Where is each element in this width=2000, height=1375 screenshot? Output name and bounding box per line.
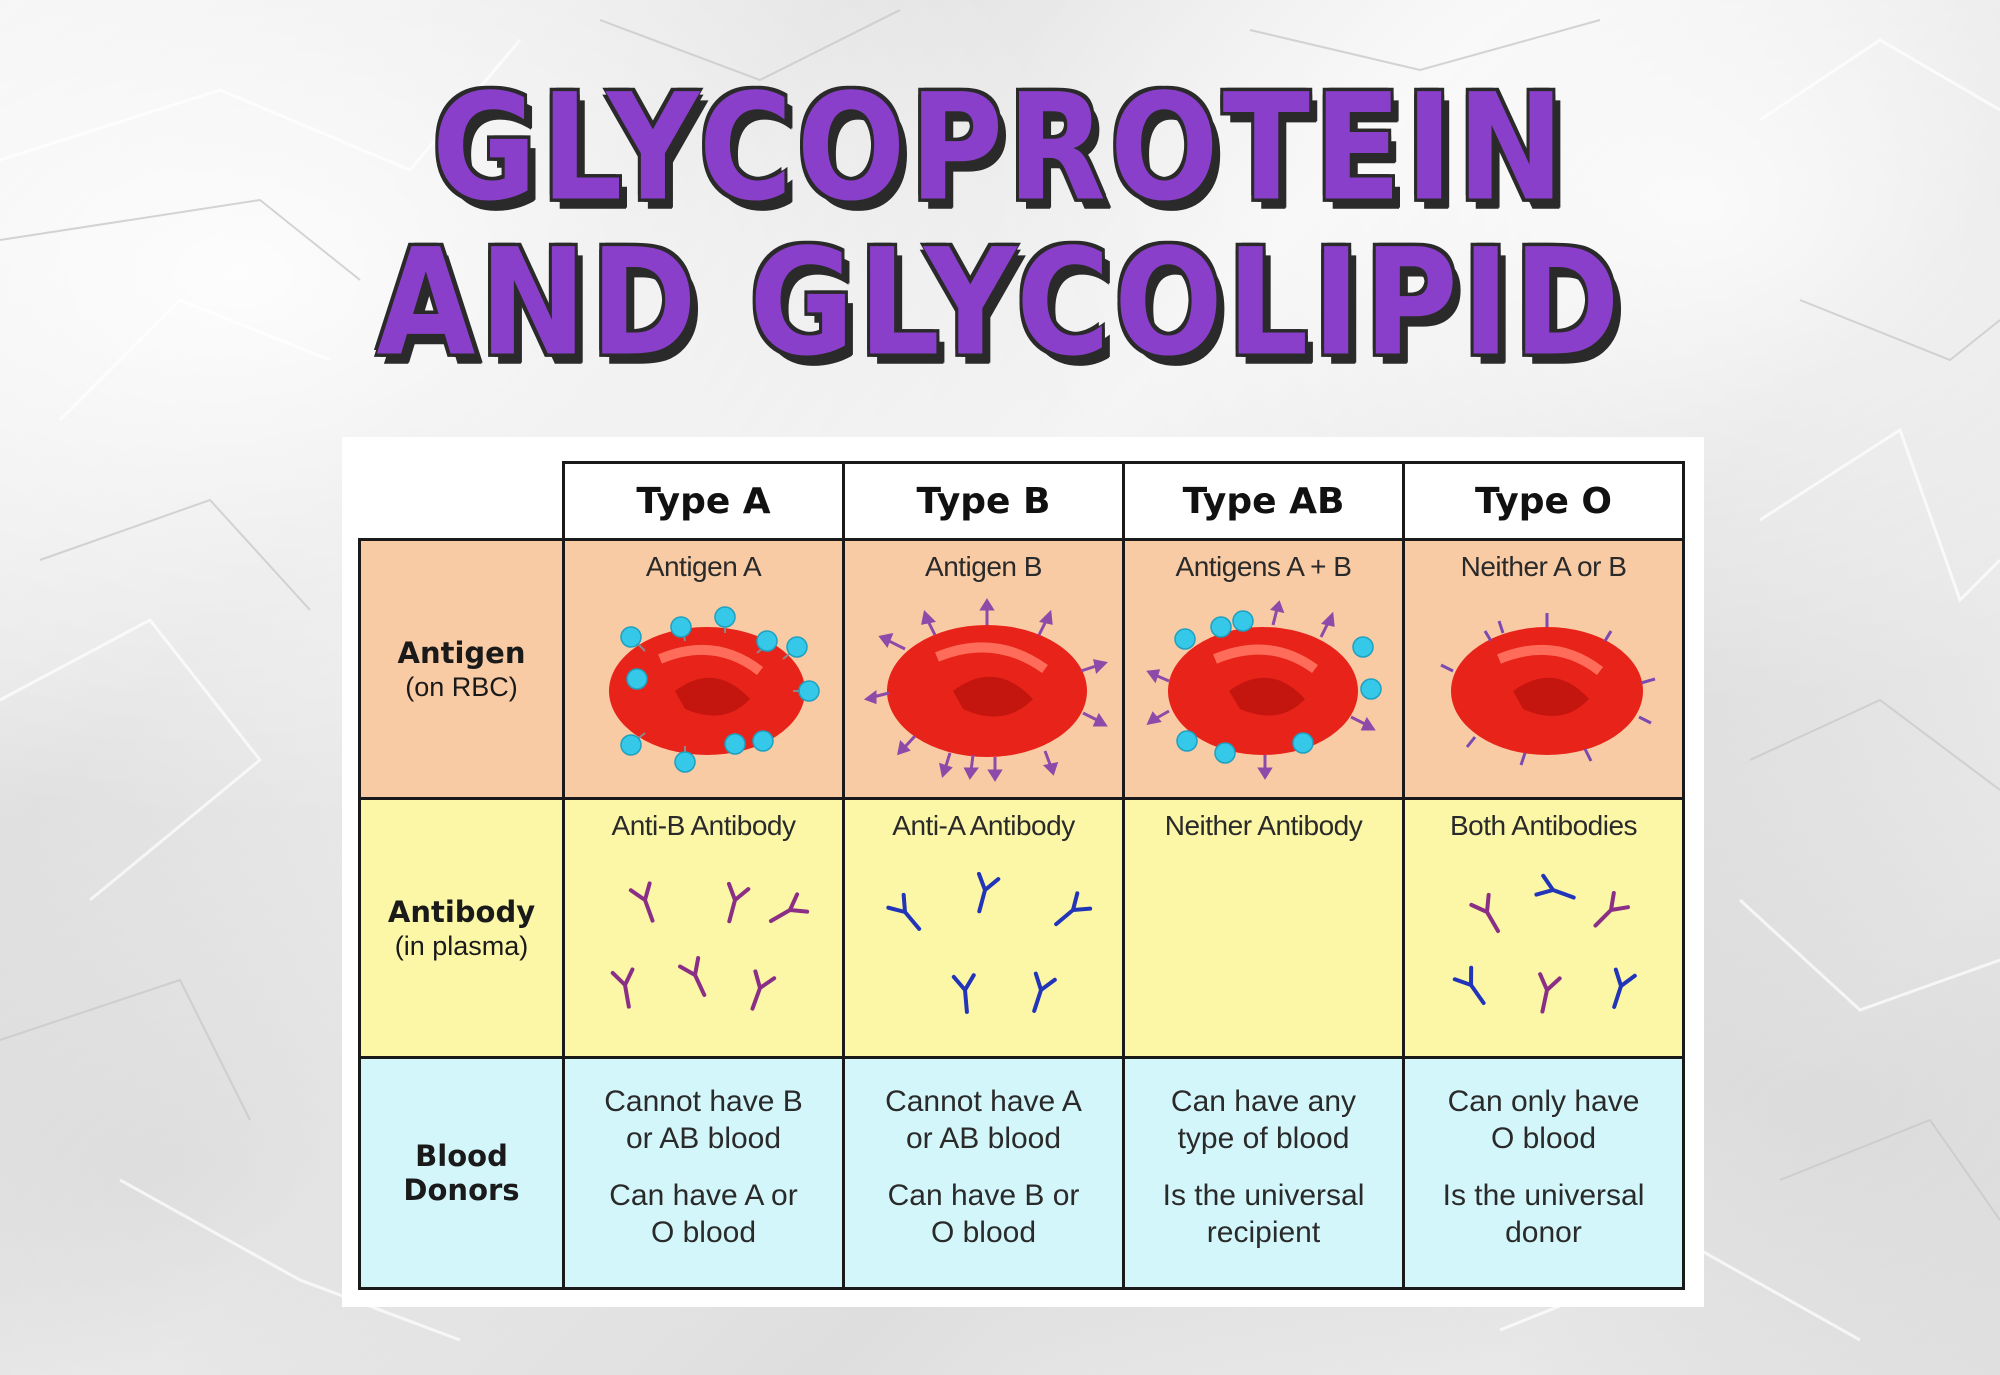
anti-a-and-anti-b-antibodies-illustration — [1452, 873, 1637, 1014]
donors-b-line3: Can have B or — [887, 1179, 1080, 1212]
title-line-2: AND GLYCOLIPID — [376, 217, 1624, 390]
donors-cell-type-ab: Can have any type of blood Is the univers… — [1122, 1056, 1405, 1290]
antigen-cell-type-ab: Antigens A + B — [1122, 538, 1405, 800]
donors-o-line2: O blood — [1490, 1122, 1597, 1155]
row-label-blood-donors: Blood Donors — [358, 1056, 565, 1290]
donors-a-line4: O blood — [650, 1216, 757, 1249]
donors-ab-line2: type of blood — [1177, 1122, 1350, 1155]
corner-cell — [359, 462, 564, 540]
antigen-cell-type-o: Neither A or B — [1402, 538, 1685, 800]
donors-ab-line4: recipient — [1206, 1216, 1321, 1249]
donors-cell-type-b: Cannot have A or AB blood Can have B or O … — [842, 1056, 1125, 1290]
column-header-type-b: Type B — [842, 461, 1125, 541]
antigen-caption-type-ab: Antigens A + B — [1175, 551, 1352, 582]
donors-o-line1: Can only have — [1447, 1085, 1640, 1118]
donors-ab-line1: Can have any — [1170, 1085, 1357, 1118]
antigen-caption-type-a: Antigen A — [645, 551, 762, 582]
blood-type-table: Type A Type B Type AB Type O Antigen (on… — [358, 461, 1685, 1290]
anti-b-antibodies-illustration — [610, 881, 810, 1011]
antibody-caption-type-a: Anti-B Antibody — [611, 810, 796, 841]
antibody-label: Antibody — [387, 894, 536, 929]
antigen-cell-type-b: Antigen B — [842, 538, 1125, 800]
antibody-caption-type-ab: Neither Antibody — [1164, 810, 1363, 841]
donors-b-line2: or AB blood — [905, 1122, 1062, 1155]
antigen-caption-type-o: Neither A or B — [1460, 551, 1627, 582]
antibody-sublabel: (in plasma) — [394, 930, 529, 961]
donors-b-line1: Cannot have A — [885, 1085, 1082, 1118]
donors-cell-type-o: Can only have O blood Is the universal don… — [1402, 1056, 1685, 1290]
column-header-type-o: Type O — [1402, 461, 1685, 541]
donors-o-line4: donor — [1505, 1216, 1582, 1249]
donors-label-line1: Blood — [415, 1139, 508, 1173]
donors-a-line2: or AB blood — [625, 1122, 782, 1155]
rbc-no-antigen-illustration — [1440, 613, 1656, 766]
column-header-type-a: Type A — [562, 461, 845, 541]
title-line-1: GLYCOPROTEIN — [431, 62, 1569, 235]
antibody-cell-type-ab: Neither Antibody — [1122, 797, 1405, 1059]
antibody-caption-type-b: Anti-A Antibody — [892, 810, 1075, 841]
column-header-type-ab: Type AB — [1122, 461, 1405, 541]
donors-ab-line3: Is the universal — [1162, 1179, 1365, 1212]
donors-a-line3: Can have A or — [609, 1179, 798, 1212]
antibody-cell-type-b: Anti-A Antibody — [842, 797, 1125, 1059]
antigen-cell-type-a: Antigen A — [562, 538, 845, 800]
donors-a-line1: Cannot have B — [604, 1085, 803, 1118]
donors-label-line2: Donors — [403, 1173, 520, 1207]
donors-o-line3: Is the universal — [1442, 1179, 1645, 1212]
donors-cell-type-a: Cannot have B or AB blood Can have A or O … — [562, 1056, 845, 1290]
antigen-sublabel: (on RBC) — [405, 671, 518, 702]
row-label-antibody: Antibody (in plasma) — [358, 797, 565, 1059]
rbc-with-antigen-a-illustration — [609, 606, 820, 773]
anti-a-antibodies-illustration — [886, 871, 1093, 1014]
antibody-cell-type-a: Anti-B Antibody — [562, 797, 845, 1059]
antigen-label: Antigen — [397, 635, 526, 670]
rbc-with-antigen-b-illustration — [863, 598, 1109, 782]
blood-type-table-card: Type A Type B Type AB Type O Antigen (on… — [342, 437, 1704, 1307]
row-label-antigen: Antigen (on RBC) — [358, 538, 565, 800]
antibody-cell-type-o: Both Antibodies — [1402, 797, 1685, 1059]
donors-b-line4: O blood — [930, 1216, 1037, 1249]
antigen-caption-type-b: Antigen B — [925, 551, 1042, 582]
antibody-caption-type-o: Both Antibodies — [1449, 810, 1638, 841]
rbc-with-antigen-a-and-b-illustration — [1146, 600, 1382, 780]
